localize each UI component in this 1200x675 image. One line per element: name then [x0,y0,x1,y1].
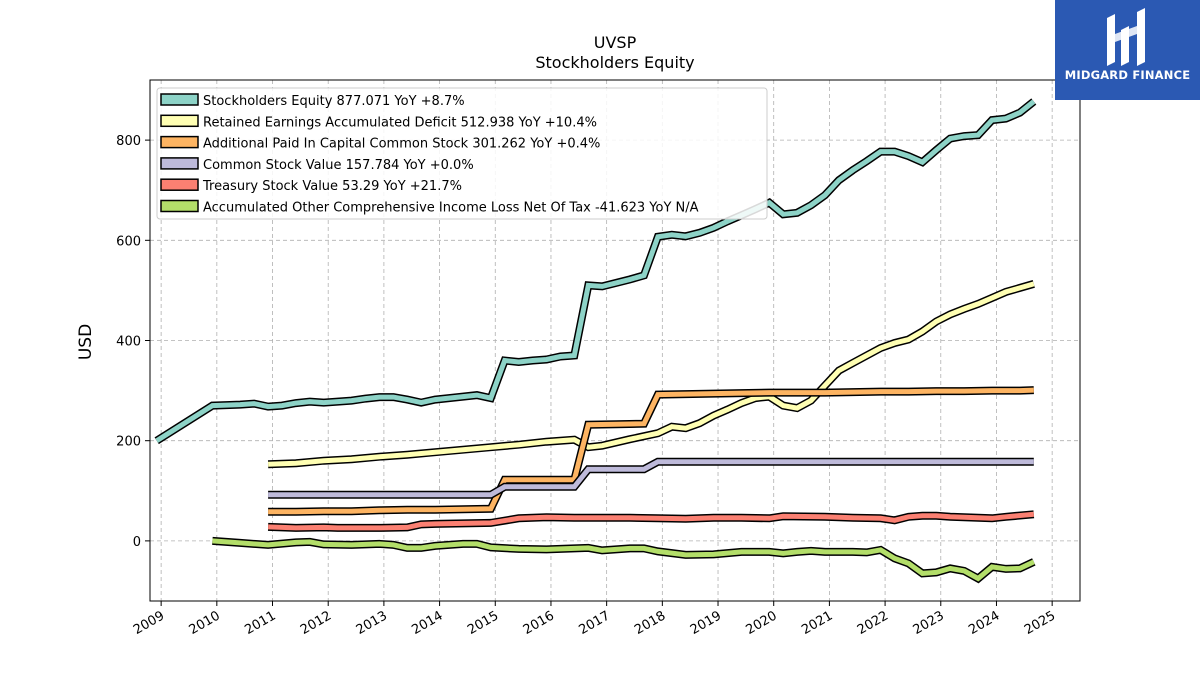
y-tick-label: 0 [133,535,141,550]
legend-swatch [160,199,199,213]
logo-mark-icon [1107,8,1145,66]
brand-logo: MIDGARD FINANCE [1055,0,1200,100]
legend-swatch [160,114,199,128]
x-tick-label: 2016 [521,608,557,638]
x-tick-label: 2024 [966,608,1002,638]
legend-label: Stockholders Equity 877.071 YoY +8.7% [203,94,465,109]
series-line-1 [268,281,1035,467]
x-tick-label: 2012 [298,608,334,638]
y-tick-label: 400 [116,335,141,350]
series-line-3 [268,459,1034,498]
y-tick-label: 800 [116,134,141,149]
x-tick-label: 2018 [632,608,668,638]
legend-label: Treasury Stock Value 53.29 YoY +21.7% [202,179,462,194]
x-tick-label: 2021 [799,608,835,638]
x-tick-label: 2019 [688,608,724,638]
x-tick-label: 2025 [1022,608,1058,638]
series-line-5 [212,538,1035,582]
legend-label: Accumulated Other Comprehensive Income L… [203,201,699,216]
x-tick-label: 2009 [131,608,167,638]
plot-frame [149,79,1081,602]
series-group [154,98,1037,584]
x-tick-label: 2014 [409,608,445,638]
legend-label: Common Stock Value 157.784 YoY +0.0% [203,158,474,173]
y-tick-label: 200 [116,435,141,450]
logo-text: MIDGARD FINANCE [1064,68,1191,82]
y-tick-label: 600 [116,234,141,249]
legend-swatch [160,135,199,149]
x-tick-label: 2011 [242,608,278,638]
x-tick-label: 2013 [354,608,390,638]
legend-label: Additional Paid In Capital Common Stock … [203,137,600,152]
series-line-0 [155,99,1036,443]
x-tick-label: 2020 [744,608,780,638]
x-tick-label: 2010 [187,608,223,638]
legend: Stockholders Equity 877.071 YoY +8.7% Ret… [156,87,768,220]
series-line-2 [268,387,1034,515]
chart-subtitle: Stockholders Equity [535,53,694,72]
legend-box [156,87,768,220]
legend-swatch [160,93,199,106]
x-tick-label: 2023 [911,608,947,638]
legend-swatch [160,178,199,191]
chart-title: UVSP [594,33,637,52]
y-axis-label: USD [76,324,96,360]
legend-label: Retained Earnings Accumulated Deficit 51… [203,115,597,130]
series-line-4 [268,511,1035,531]
legend-swatch [160,157,199,170]
x-tick-label: 2022 [855,608,891,638]
x-tick-label: 2015 [465,608,501,638]
x-tick-label: 2017 [576,608,612,638]
